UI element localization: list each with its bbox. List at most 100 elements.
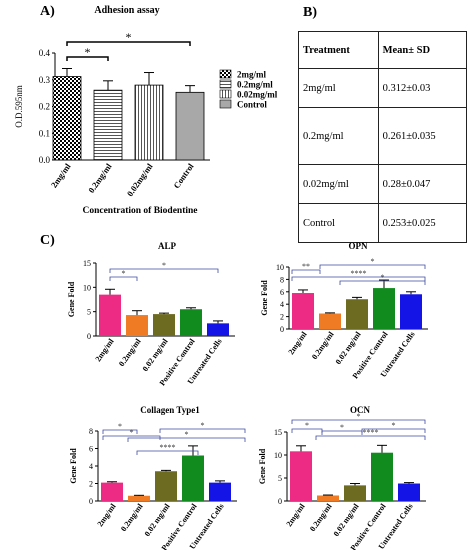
significance-label: **** [160,443,176,452]
table-cell: 0.253±0.025 [377,203,468,243]
significance-bracket [339,280,426,285]
significance-label: * [340,423,344,432]
legend-label: 0.02mg/ml [237,90,278,100]
bar [209,482,231,501]
significance-label: **** [351,269,367,278]
bar [398,483,420,501]
bar [52,76,82,161]
chart-title: Collagen Type1 [140,405,200,415]
y-tick-label: 5 [278,474,282,483]
significance-bracket [109,276,138,281]
significance-bracket [315,435,426,440]
table-cell: 0.28±0.047 [377,164,468,204]
category-label: 2mg/ml [49,161,73,190]
bar [182,455,204,501]
panel-label-a: A) [40,4,55,19]
significance-label: * [118,422,122,431]
y-tick-label: 0 [280,325,284,334]
y-axis-label: Gene Fold [258,448,267,484]
bar [207,323,229,336]
category-label: 0.02 mg/ml [141,336,170,373]
y-axis-label: O.D.595nm [14,85,24,128]
table-row: 2mg/ml 0.312±0.03 [298,68,468,108]
bar [101,482,123,501]
significance-bracket [361,428,426,433]
y-axis-label: Gene Fold [69,448,78,484]
significance-bracket [136,450,199,455]
y-tick-label: 4 [280,300,284,309]
bar [290,451,312,501]
category-label: 0.02 mg/ml [332,501,361,538]
bar [126,315,148,336]
bar [373,288,395,329]
significance-bracket [291,419,426,424]
category-label: 0.2mg/ml [117,336,143,368]
y-tick-label: 0.0 [39,155,51,165]
y-tick-label: 0 [89,497,93,506]
y-axis-label: Gene Fold [67,281,76,317]
bar [319,313,341,329]
y-tick-label: 0.2 [39,102,50,112]
y-tick-label: 0 [278,497,282,506]
y-tick-label: 2 [89,480,93,489]
significance-label: * [185,430,189,439]
category-label: Control [171,161,196,190]
significance-bracket [102,435,161,440]
legend-swatch [219,89,232,99]
chart-title: ALP [158,241,177,251]
table-row: Control 0.253±0.025 [298,203,468,243]
y-tick-label: 0 [87,332,91,341]
bar [99,294,121,336]
significance-bracket [102,429,138,434]
y-tick-label: 10 [83,283,91,292]
significance-label: * [122,269,126,278]
legend-label: 0.2mg/ml [237,80,273,90]
table-cell: 0.02mg/ml [298,164,379,204]
bar [317,495,339,501]
significance-bracket [319,264,426,269]
y-tick-label: 0.4 [39,48,51,58]
bar [346,299,368,329]
bar [400,294,422,329]
bar [175,91,205,161]
significance-bracket [66,41,191,46]
bar [93,89,123,161]
y-tick-label: 8 [280,275,284,284]
significance-label: ** [302,262,310,271]
bar [344,485,366,501]
bar [180,309,202,336]
table-row: 0.02mg/ml 0.28±0.047 [298,164,468,204]
category-label: 0.02 mg/ml [143,501,172,538]
panel-label-b: B) [303,5,317,20]
table-header-row: Treatment Mean± SD [298,31,468,69]
legend-swatch [219,69,232,79]
table-cell: Control [298,203,379,243]
significance-bracket [66,56,109,61]
chart-title: Adhesion assay [94,5,159,16]
y-tick-label: 15 [83,259,91,268]
significance-label: * [392,421,396,430]
significance-label: * [305,421,309,430]
bar [155,471,177,501]
x-axis-label: Concentration of Biodentine [82,206,197,216]
y-tick-label: 15 [274,428,282,437]
category-label: 0.2mg/ml [119,501,145,533]
y-tick-label: 0.1 [39,128,50,138]
legend-swatch [219,99,232,109]
bar [371,452,393,501]
y-tick-label: 2 [280,313,284,322]
bar [153,314,175,336]
significance-bracket [159,428,246,433]
significance-bracket [127,437,246,442]
significance-bracket [291,276,426,281]
y-axis-label: Gene Fold [260,280,269,316]
significance-label: * [162,261,166,270]
category-label: 0.2mg/ml [308,501,334,533]
category-label: 0.02 mg/ml [334,329,363,366]
significance-label: * [126,30,132,44]
category-label: 0.2mg/ml [310,329,336,361]
significance-bracket [291,269,321,274]
table-header-cell: Mean± SD [377,31,468,69]
y-tick-label: 10 [274,451,282,460]
